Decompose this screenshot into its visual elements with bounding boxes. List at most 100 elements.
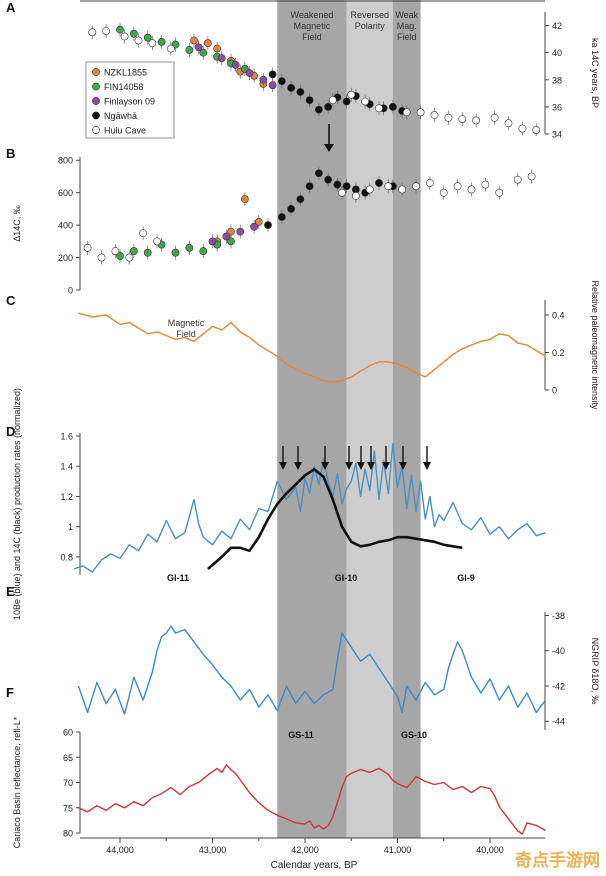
arrow-head-4: [357, 462, 365, 470]
legend-label-2: Finlayson 09: [104, 97, 155, 107]
point-1-6: [199, 247, 208, 255]
point-1-2: [143, 33, 152, 42]
y-axis-title: 10Be (blue) and 14C (black) production r…: [12, 388, 22, 620]
arrow-head-3: [345, 462, 353, 470]
y-tick-label-4: 800: [58, 156, 73, 166]
point-2-4: [259, 75, 268, 84]
y-tick-label-2: 38: [552, 75, 562, 85]
point-3-11: [375, 179, 383, 187]
point-4-15: [467, 185, 476, 194]
legend-label-1: FIN14058: [104, 82, 144, 92]
band-label-1-1: Weakened: [291, 10, 334, 20]
y-tick-label-4: 1.6: [60, 432, 73, 442]
point-4-11: [416, 108, 425, 117]
legend: NZKL1855 FIN14058 Finlayson 09 Ngāwhā Hulu C…: [85, 61, 175, 139]
y-axis-title: Relative paleomagnetic intensity: [590, 280, 600, 410]
arrow-head-2: [321, 462, 329, 470]
arrow-head-8: [423, 462, 431, 470]
point-4-16: [481, 180, 490, 189]
x-tick-label-2: 42,000: [291, 845, 319, 855]
y-tick-label-0: 0: [68, 286, 73, 296]
y-axis-title: Cariaco Basin reflectance, refl-L*: [12, 716, 22, 848]
y-tick-label-4: 42: [552, 21, 562, 31]
x-tick-label-0: 44,000: [106, 845, 134, 855]
point-4-19: [527, 172, 536, 181]
legend-label-4: Hulu Cave: [104, 126, 146, 136]
point-4-10: [402, 108, 411, 117]
point-3-8: [342, 97, 351, 106]
y-tick-label-2: 0.4: [552, 311, 565, 321]
arrow-head-7: [399, 462, 407, 470]
panel-letter-d: D: [6, 424, 15, 439]
y-tick-label-4: 80: [63, 829, 73, 839]
point-4-13: [444, 113, 453, 122]
arrow-head-6: [382, 462, 390, 470]
x-tick-label-3: 41,000: [384, 845, 412, 855]
legend-marker-3: [92, 111, 100, 120]
point-4-11: [412, 182, 420, 191]
arrow-head-0: [279, 462, 287, 470]
legend-marker-2: [92, 97, 100, 105]
y-tick-label-2: 400: [58, 221, 73, 231]
point-2-5: [268, 81, 277, 90]
chart-panels: A 34 36 38 40 42 ka 14C years, BP NZKL1855 FIN14…: [6, 0, 600, 848]
point-4-9: [375, 104, 383, 113]
y-tick-label-0: 0.8: [60, 552, 73, 562]
panel-letter-c: C: [6, 293, 16, 308]
point-4-3: [134, 36, 143, 45]
point-4-0: [83, 243, 92, 252]
point-4-13: [439, 188, 448, 197]
point-3-1: [277, 213, 286, 221]
panel-d: D 0.8 1 1.2 1.4 1.6 10Be (blue) and 14C (black…: [6, 388, 546, 620]
series-line-1: [207, 467, 463, 570]
point-2-1: [222, 232, 231, 241]
point-4-14: [453, 182, 462, 191]
point-2-3: [245, 69, 254, 77]
point-4-12: [430, 111, 439, 119]
y-tick-label-0: 0: [552, 386, 557, 396]
point-2-2: [236, 227, 245, 236]
point-3-5: [314, 105, 323, 114]
x-axis-title: Calendar years, BP: [271, 860, 358, 871]
y-tick-label-3: 40: [552, 48, 562, 58]
point-4-5: [166, 44, 175, 53]
point-3-12: [388, 102, 397, 111]
panel-c: C 0 0.2 0.4 Relative paleomagnetic intensity…: [6, 280, 600, 410]
point-3-6: [324, 102, 333, 111]
point-3-3: [296, 88, 305, 96]
panel-letter-a: A: [6, 0, 16, 15]
y-tick-label-3: 600: [58, 188, 73, 198]
point-1-5: [185, 46, 194, 54]
point-2-1: [217, 54, 226, 62]
point-0-3: [254, 217, 263, 226]
point-2-0: [194, 43, 203, 52]
point-4-17: [495, 188, 504, 197]
point-4-6: [338, 188, 346, 197]
point-1-0: [116, 252, 124, 260]
band-2: [346, 0, 393, 838]
point-4-2: [120, 32, 129, 41]
arrow-head-1: [294, 462, 302, 470]
y-tick-label-1: 36: [552, 102, 562, 112]
arrow-head-5: [367, 462, 375, 470]
series-line-0: [77, 625, 547, 715]
band-label-1-2: Magnetic: [294, 21, 331, 31]
y-tick-label-0: -38: [552, 611, 565, 621]
point-4-4: [139, 229, 148, 238]
y-tick-label-3: -44: [552, 717, 565, 727]
point-3-6: [324, 175, 333, 184]
point-2-2: [231, 60, 240, 69]
band-label-1-3: Field: [302, 32, 322, 42]
point-4-8: [361, 97, 370, 106]
event-label-gs-10: GS-10: [401, 730, 427, 740]
point-4-18: [513, 175, 522, 184]
panel-f: F 60 65 70 75 80 Cariaco Basin reflectance, re…: [6, 685, 546, 848]
event-label-gi-10: GI-10: [335, 573, 358, 583]
point-4-14: [458, 115, 467, 123]
point-3-2: [287, 84, 296, 92]
band-label-2-2: Polarity: [355, 21, 386, 31]
legend-marker-1: [92, 82, 100, 91]
panel-b: B 0 200 400 600 800 Δ14C, ‰: [6, 124, 536, 296]
point-1-5: [185, 243, 194, 252]
